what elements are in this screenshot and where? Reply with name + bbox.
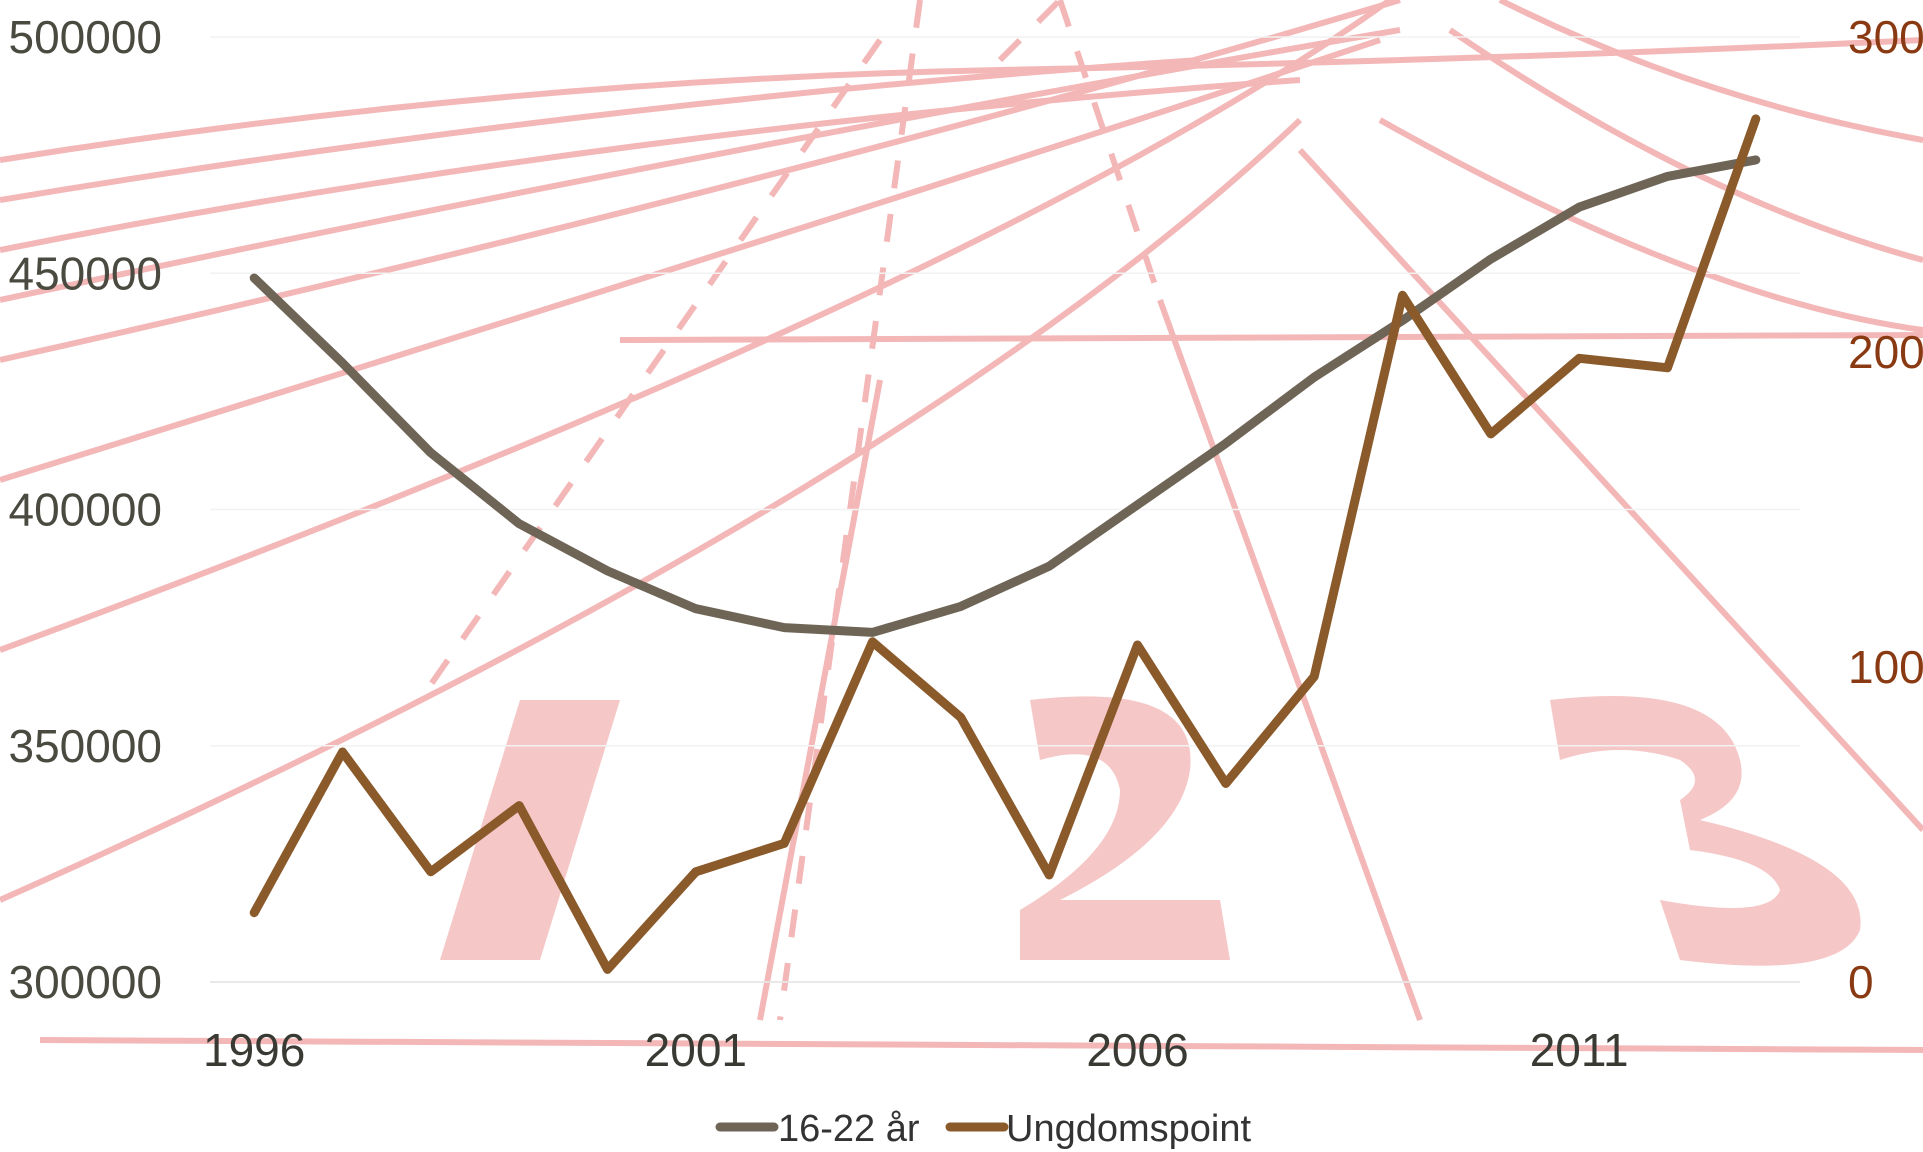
x-tick-label: 1996 xyxy=(203,1024,305,1076)
legend-label: 16-22 år xyxy=(778,1108,920,1150)
left-tick-label: 450000 xyxy=(9,247,163,299)
legend: 16-22 år Ungdomspoint xyxy=(715,1108,1251,1150)
x-axis: 1996 2001 2006 2011 xyxy=(203,981,1800,1076)
series-line-2 xyxy=(249,114,1761,974)
right-tick-label: 100 xyxy=(1848,641,1923,693)
right-tick-label: 300 xyxy=(1848,11,1923,63)
right-y-axis: 0 100 200 300 xyxy=(1848,11,1923,1008)
left-tick-label: 500000 xyxy=(9,11,163,63)
left-tick-label: 300000 xyxy=(9,956,163,1008)
left-y-axis: 300000 350000 400000 450000 500000 xyxy=(9,11,163,1008)
left-tick-label: 350000 xyxy=(9,720,163,772)
x-tick-label: 2006 xyxy=(1086,1024,1188,1076)
legend-label: Ungdomspoint xyxy=(1006,1108,1251,1150)
x-tick-label: 2001 xyxy=(645,1024,747,1076)
x-tick-label: 2011 xyxy=(1530,1024,1629,1076)
series-layer xyxy=(249,114,1761,974)
left-tick-label: 400000 xyxy=(9,484,163,536)
right-tick-label: 200 xyxy=(1848,326,1923,378)
series-line-1 xyxy=(249,155,1761,637)
running-track-background xyxy=(0,0,1923,1053)
right-tick-label: 0 xyxy=(1848,956,1874,1008)
grid xyxy=(210,36,1800,983)
